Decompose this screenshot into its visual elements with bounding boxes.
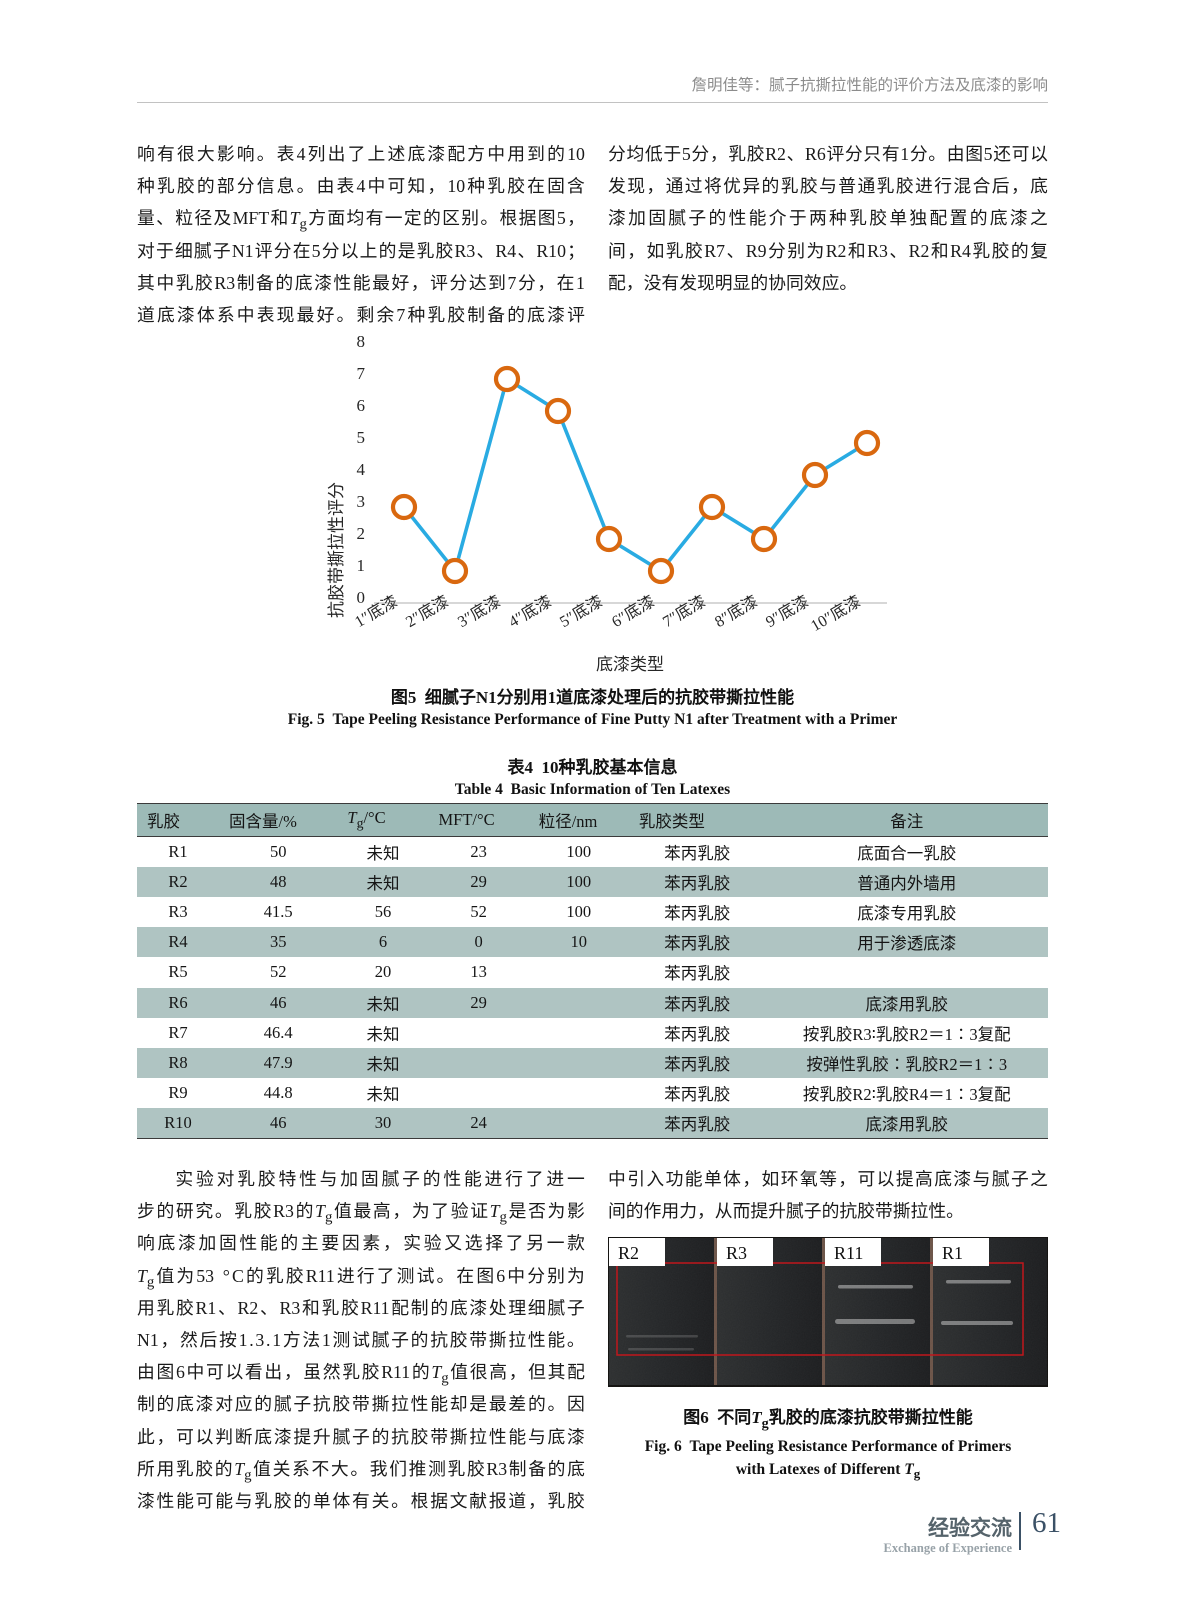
svg-text:3″底漆: 3″底漆: [455, 592, 504, 631]
svg-text:0: 0: [357, 588, 366, 607]
svg-text:底漆类型: 底漆类型: [596, 655, 664, 674]
svg-text:6: 6: [357, 396, 366, 415]
svg-text:1: 1: [357, 556, 366, 575]
svg-text:3: 3: [357, 492, 366, 511]
svg-text:2: 2: [357, 524, 366, 543]
svg-text:抗胶带撕拉性评分: 抗胶带撕拉性评分: [327, 482, 346, 618]
svg-text:7″底漆: 7″底漆: [660, 592, 709, 631]
svg-text:5″底漆: 5″底漆: [557, 592, 606, 631]
svg-text:6″底漆: 6″底漆: [609, 592, 658, 631]
svg-text:7: 7: [357, 364, 366, 383]
svg-text:5: 5: [357, 428, 366, 447]
svg-text:9″底漆: 9″底漆: [763, 592, 812, 631]
svg-text:R11: R11: [834, 1243, 863, 1263]
svg-text:8″底漆: 8″底漆: [712, 592, 761, 631]
svg-text:4″底漆: 4″底漆: [506, 592, 555, 631]
svg-text:R1: R1: [942, 1243, 963, 1263]
svg-text:10″底漆: 10″底漆: [808, 592, 864, 635]
svg-text:R2: R2: [618, 1243, 639, 1263]
svg-text:2″底漆: 2″底漆: [403, 592, 452, 631]
svg-text:4: 4: [357, 460, 366, 479]
svg-text:R3: R3: [726, 1243, 747, 1263]
svg-text:8: 8: [357, 332, 366, 351]
